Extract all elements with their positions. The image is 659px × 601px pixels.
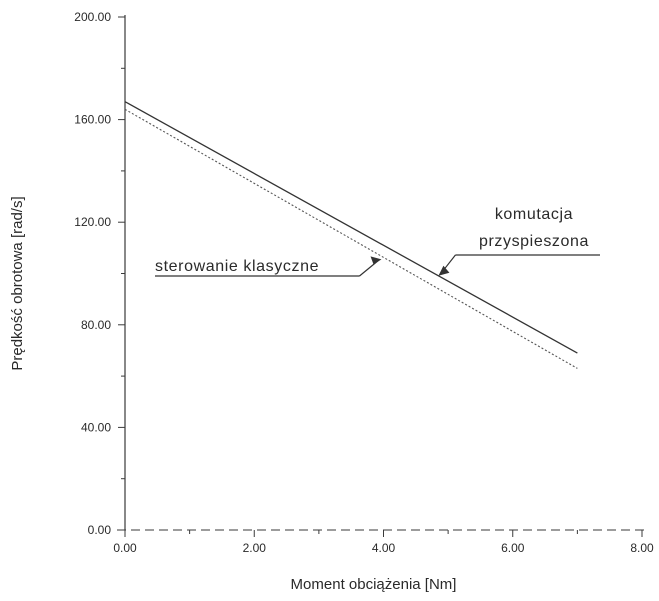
y-axis-title: Prędkość obrotowa [rad/s] xyxy=(9,196,26,370)
annotation-label: sterowanie klasyczne xyxy=(155,258,319,275)
y-tick-label: 40.00 xyxy=(81,420,111,434)
x-tick-label: 2.00 xyxy=(243,541,267,555)
x-tick-label: 6.00 xyxy=(501,541,525,555)
y-tick-label: 120.00 xyxy=(74,215,111,229)
y-tick-label: 200.00 xyxy=(74,10,111,24)
annotation-arrow xyxy=(438,265,450,276)
x-axis-title: Moment obciążenia [Nm] xyxy=(291,576,457,593)
series-line-0 xyxy=(124,101,578,354)
annotation-label: przyspieszona xyxy=(479,233,589,250)
series-lines xyxy=(124,101,578,369)
annotation-arrow xyxy=(370,256,382,265)
axes: 0.00 40.00 80.00 120.00 160.00 200.00 0.00 2.00… xyxy=(74,10,654,555)
x-tick-label: 8.00 xyxy=(630,541,654,555)
annotation-label: komutacja xyxy=(495,206,573,223)
y-tick-label: 160.00 xyxy=(74,113,111,127)
x-tick-label: 0.00 xyxy=(113,541,137,555)
y-tick-label: 0.00 xyxy=(88,523,112,537)
x-tick-label: 4.00 xyxy=(372,541,396,555)
y-tick-label: 80.00 xyxy=(81,318,111,332)
series-line-1 xyxy=(124,108,578,369)
annotations: komutacja przyspieszona sterowanie klasycz… xyxy=(155,206,600,277)
